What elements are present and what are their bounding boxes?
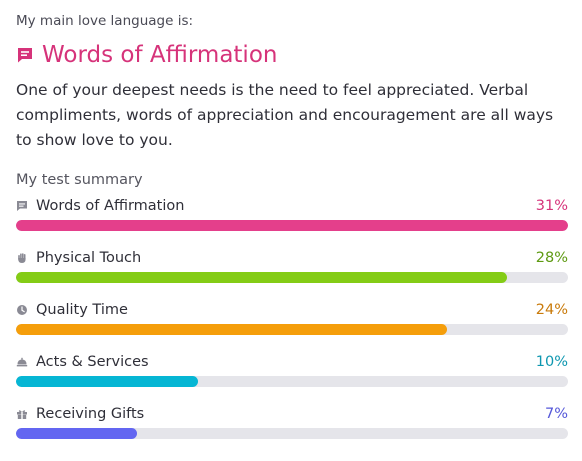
result-label: Acts & Services [36, 354, 149, 370]
result-progress-bar [16, 428, 568, 439]
result-progress-fill [16, 428, 138, 439]
service-bell-icon [16, 356, 28, 368]
result-progress-bar [16, 376, 568, 387]
chat-bubble-icon [16, 45, 36, 65]
result-percent: 10% [535, 354, 568, 370]
result-progress-fill [16, 324, 447, 335]
main-language-title: Words of Affirmation [42, 42, 278, 68]
result-progress-bar [16, 220, 568, 231]
result-percent: 7% [544, 406, 568, 422]
result-row-quality-time: Quality Time 24% [16, 300, 568, 352]
results-list: Words of Affirmation 31% Physic [16, 196, 568, 456]
chat-bubble-icon [16, 200, 28, 212]
result-row-physical-touch: Physical Touch 28% [16, 248, 568, 300]
result-progress-fill [16, 376, 199, 387]
result-progress-fill [16, 220, 568, 231]
result-label: Words of Affirmation [36, 198, 185, 214]
result-row-words-of-affirmation: Words of Affirmation 31% [16, 196, 568, 248]
result-label: Receiving Gifts [36, 406, 145, 422]
result-row-acts-services: Acts & Services 10% [16, 352, 568, 404]
hand-icon [16, 252, 28, 264]
result-progress-bar [16, 324, 568, 335]
result-row-receiving-gifts: Receiving Gifts 7% [16, 404, 568, 456]
result-progress-fill [16, 272, 508, 283]
clock-icon [16, 304, 28, 316]
summary-label: My test summary [16, 172, 143, 188]
gift-icon [16, 408, 28, 420]
intro-label: My main love language is: [16, 13, 194, 29]
main-language-heading: Words of Affirmation [16, 40, 568, 70]
result-percent: 24% [535, 302, 568, 318]
result-percent: 31% [535, 198, 568, 214]
main-language-description: One of your deepest needs is the need to… [16, 81, 554, 149]
result-progress-bar [16, 272, 568, 283]
result-label: Quality Time [36, 302, 128, 318]
result-label: Physical Touch [36, 250, 142, 266]
result-percent: 28% [535, 250, 568, 266]
